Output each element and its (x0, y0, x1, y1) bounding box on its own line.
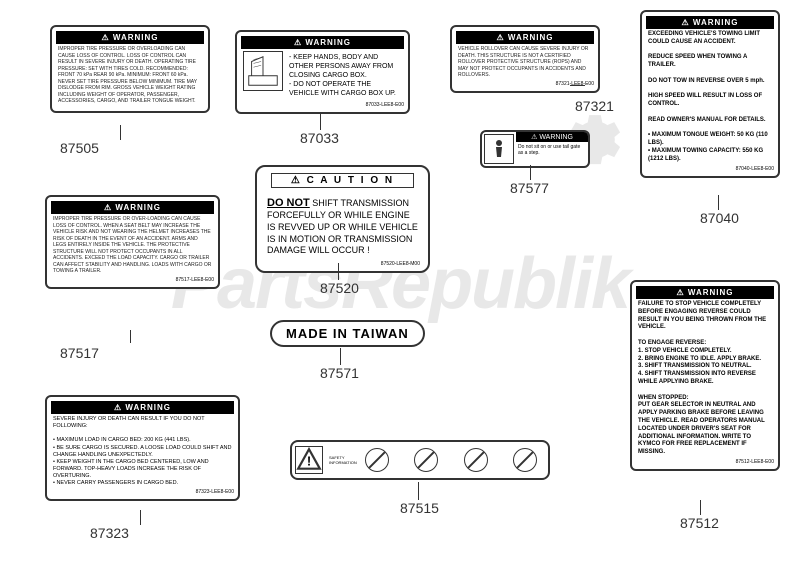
pointer-line (340, 348, 341, 365)
caution-label-87520: ⚠ C A U T I O N DO NOT SHIFT TRANSMISSIO… (255, 165, 430, 273)
warning-body: FAILURE TO STOP VEHICLE COMPLETELY BEFOR… (636, 299, 774, 459)
warning-label-87323: ⚠ WARNING SEVERE INJURY OR DEATH CAN RES… (45, 395, 240, 501)
part-number-87517: 87517 (60, 345, 99, 361)
safety-strip-87515: ! SAFETY INFORMATION (290, 440, 550, 480)
warning-header: ⚠ WARNING (51, 401, 234, 414)
pointer-line (718, 195, 719, 210)
warning-label-87033: ⚠ WARNING - KEEP HANDS, BODY AND OTHER P… (235, 30, 410, 114)
part-code: 87512-LEE8-E00 (636, 459, 774, 465)
pointer-line (120, 125, 121, 140)
part-number-87505: 87505 (60, 140, 99, 156)
warning-triangle-icon: ! (295, 446, 323, 474)
warning-label-87517: ⚠ WARNING IMPROPER TIRE PRESSURE OR OVER… (45, 195, 220, 289)
pictogram-icon (484, 134, 514, 164)
warning-header: ⚠ WARNING (241, 36, 404, 49)
prohibition-icon (513, 448, 537, 472)
part-number-87577: 87577 (510, 180, 549, 196)
prohibition-icon (365, 448, 389, 472)
part-number-87515: 87515 (400, 500, 439, 516)
pointer-line (570, 85, 585, 86)
warning-body: EXCEEDING VEHICLE'S TOWING LIMIT COULD C… (646, 29, 774, 166)
part-number-87512: 87512 (680, 515, 719, 531)
warning-label-87040: ⚠ WARNING EXCEEDING VEHICLE'S TOWING LIM… (640, 10, 780, 178)
warning-header: ⚠ WARNING (516, 132, 588, 142)
origin-label-87571: MADE IN TAIWAN (270, 320, 425, 347)
warning-body: IMPROPER TIRE PRESSURE OR OVER-LOADING C… (51, 214, 214, 277)
warning-body: IMPROPER TIRE PRESSURE OR OVERLOADING CA… (56, 44, 204, 107)
pointer-line (140, 510, 141, 525)
part-number-87520: 87520 (320, 280, 359, 296)
warning-header: ⚠ WARNING (456, 31, 594, 44)
prohibition-icon (464, 448, 488, 472)
part-number-87323: 87323 (90, 525, 129, 541)
svg-text:!: ! (307, 453, 311, 468)
cargo-box-icon (243, 51, 283, 91)
part-number-87571: 87571 (320, 365, 359, 381)
part-code: 87033-LEE8-E00 (241, 102, 404, 108)
warning-body: VEHICLE ROLLOVER CAN CAUSE SEVERE INJURY… (456, 44, 594, 81)
warning-header: ⚠ WARNING (51, 201, 214, 214)
warning-label-87505: ⚠ WARNING IMPROPER TIRE PRESSURE OR OVER… (50, 25, 210, 113)
part-code: 87040-LEE8-E00 (646, 166, 774, 172)
warning-body: SEVERE INJURY OR DEATH CAN RESULT IF YOU… (51, 414, 234, 489)
pointer-line (338, 263, 339, 280)
warning-header: ⚠ WARNING (636, 286, 774, 299)
warning-label-87512: ⚠ WARNING FAILURE TO STOP VEHICLE COMPLE… (630, 280, 780, 471)
pointer-line (320, 112, 321, 130)
pointer-line (530, 165, 531, 180)
safety-text: SAFETY INFORMATION (329, 455, 357, 465)
warning-body: - KEEP HANDS, BODY AND OTHER PERSONS AWA… (287, 51, 402, 100)
part-number-87033: 87033 (300, 130, 339, 146)
warning-header: ⚠ WARNING (646, 16, 774, 29)
part-number-87040: 87040 (700, 210, 739, 226)
part-code: 87323-LEE8-E00 (51, 489, 234, 495)
warning-label-87321: ⚠ WARNING VEHICLE ROLLOVER CAN CAUSE SEV… (450, 25, 600, 93)
pointer-line (130, 330, 131, 343)
warning-body: Do not sit on or use tail gate as a step… (516, 142, 588, 158)
pointer-line (418, 482, 419, 500)
pointer-line (700, 500, 701, 515)
warning-label-87577: ⚠ WARNING Do not sit on or use tail gate… (480, 130, 590, 168)
warning-header: ⚠ WARNING (56, 31, 204, 44)
part-code: 87517-LEE8-E00 (51, 277, 214, 283)
caution-header: ⚠ C A U T I O N (271, 173, 414, 188)
part-code: 87520-LEE8-M00 (261, 261, 424, 267)
caution-body: DO NOT SHIFT TRANSMISSION FORCEFULLY OR … (261, 192, 424, 261)
part-number-87321: 87321 (575, 98, 614, 114)
prohibition-icon (414, 448, 438, 472)
